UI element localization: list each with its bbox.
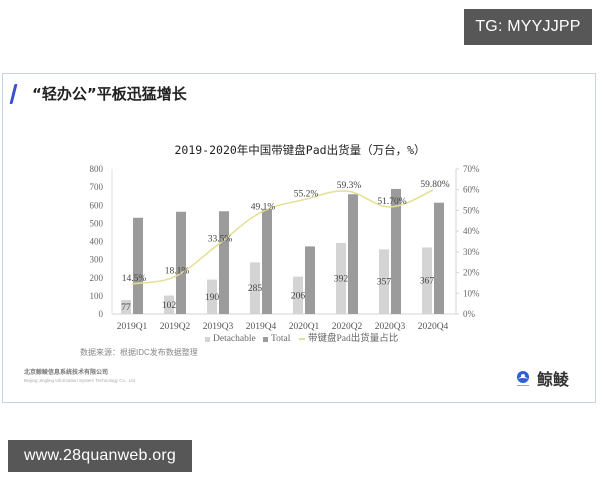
y-right-tick-label: 40% (463, 226, 480, 236)
data-source-note: 数据来源：根据IDC发布数据整理 (80, 348, 198, 357)
y-left-tick-label: 300 (90, 255, 104, 265)
y-left-tick-label: 600 (90, 200, 104, 210)
legend-label: Detachable (213, 334, 256, 344)
detachable-value-label: 367 (420, 277, 435, 287)
detachable-value-label: 357 (377, 278, 392, 288)
legend-swatch-total (263, 336, 268, 342)
x-category-label: 2020Q3 (375, 322, 406, 332)
jingling-logo-icon (517, 371, 529, 386)
x-category-label: 2020Q1 (289, 322, 320, 332)
x-category-label: 2019Q3 (203, 322, 234, 332)
y-right-tick-label: 0% (463, 309, 476, 319)
y-right-tick-label: 70% (463, 164, 480, 174)
bar-detachable (164, 295, 174, 314)
bar-total (219, 211, 229, 314)
legend-swatch-detachable (205, 336, 210, 342)
x-category-label: 2019Q1 (117, 322, 148, 332)
x-category-label: 2019Q2 (160, 322, 191, 332)
share-value-label: 33.5% (208, 235, 233, 245)
share-value-label: 51.70% (377, 197, 406, 207)
chart-title: 2019-2020年中国带键盘Pad出货量（万台，%） (174, 143, 426, 157)
bar-detachable (379, 249, 389, 314)
watermark-bottom: www.28quanweb.org (8, 440, 192, 472)
share-value-label: 14.5% (122, 274, 147, 284)
detachable-value-label: 206 (291, 291, 306, 301)
bar-detachable (293, 276, 303, 314)
y-left-tick-label: 200 (90, 273, 104, 283)
bar-detachable (250, 262, 260, 314)
share-value-label: 59.80% (420, 180, 449, 190)
bar-total (305, 246, 315, 314)
legend-item-share: 带键盘Pad出货量占比 (299, 333, 398, 345)
y-left-tick-label: 0 (99, 309, 104, 319)
bar-total (176, 211, 186, 314)
y-left-tick-label: 700 (90, 182, 104, 192)
bar-total (262, 208, 272, 314)
x-category-label: 2019Q4 (246, 322, 277, 332)
share-value-label: 49.1% (251, 202, 276, 212)
y-right-tick-label: 30% (463, 247, 480, 257)
y-left-tick-label: 800 (90, 164, 104, 174)
slide-card (2, 73, 596, 403)
y-right-tick-label: 20% (463, 268, 480, 278)
legend-swatch-line (299, 338, 305, 340)
x-category-label: 2020Q2 (332, 322, 363, 332)
detachable-value-label: 285 (248, 284, 263, 294)
bar-detachable (121, 300, 131, 314)
legend-label: Total (271, 334, 291, 344)
x-category-label: 2020Q4 (418, 322, 449, 332)
y-right-tick-label: 60% (463, 185, 480, 195)
detachable-value-label: 102 (162, 301, 177, 311)
detachable-value-label: 190 (205, 293, 220, 303)
y-left-tick-label: 500 (90, 218, 104, 228)
legend-item-detachable: Detachable (205, 333, 256, 345)
y-right-tick-label: 10% (463, 288, 480, 298)
bar-total (391, 188, 401, 314)
detachable-value-label: 392 (334, 274, 349, 284)
share-line (131, 189, 434, 285)
bar-detachable (207, 279, 217, 314)
share-value-label: 59.3% (337, 181, 362, 191)
share-value-label: 18.1% (165, 267, 190, 277)
legend-item-total: Total (263, 333, 290, 345)
legend-label: 带键盘Pad出货量占比 (308, 334, 399, 344)
y-right-tick-label: 50% (463, 205, 480, 215)
watermark-top: TG: MYYJJPP (464, 9, 592, 45)
bar-total (348, 194, 358, 314)
y-left-tick-label: 100 (90, 291, 104, 301)
slide-title: “轻办公”平板迅猛增长 (32, 85, 187, 103)
y-left-tick-label: 400 (90, 237, 104, 247)
detachable-value-label: 77 (121, 303, 131, 313)
bar-detachable (422, 247, 432, 314)
company-name-cn: 北京鲸鲮信息系统技术有限公司 (24, 370, 109, 376)
share-value-label: 55.2% (294, 190, 319, 200)
bar-total (133, 217, 143, 314)
company-name-en: Beijing Jingling Information System Tech… (24, 378, 135, 383)
logo-text: 鲸鲮 (537, 372, 570, 389)
bar-detachable (336, 242, 346, 314)
bar-total (434, 202, 444, 314)
